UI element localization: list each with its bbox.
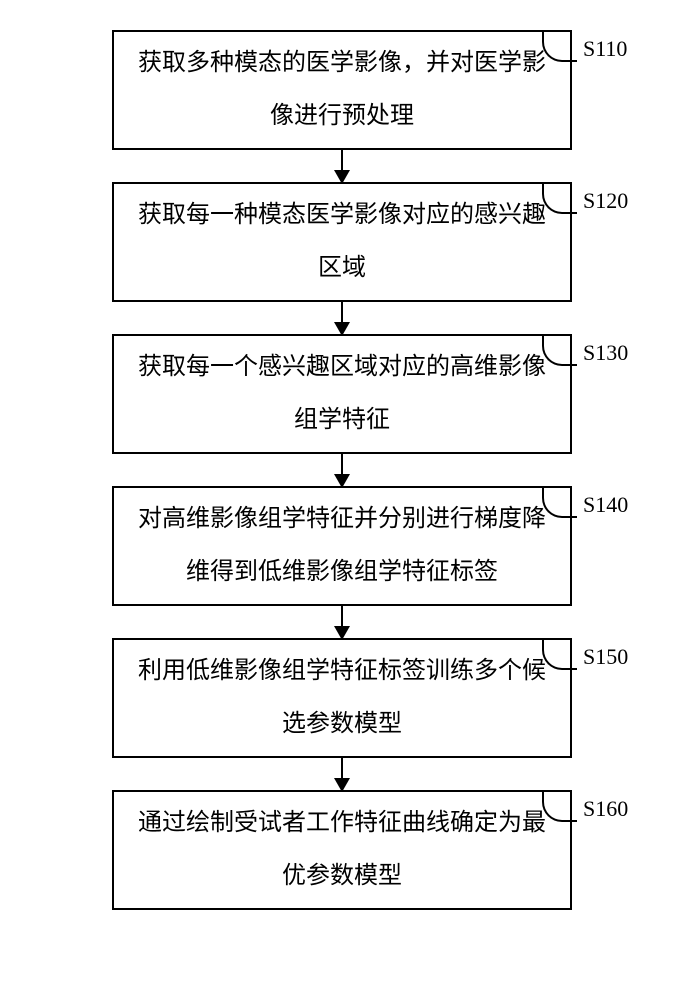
step-box-s150: 利用低维影像组学特征标签训练多个候选参数模型 <box>112 638 572 758</box>
step-label-s120: S120 <box>583 188 628 214</box>
step-text-s110: 获取多种模态的医学影像，并对医学影像进行预处理 <box>134 37 550 143</box>
step-box-s120: 获取每一种模态医学影像对应的感兴趣区域 <box>112 182 572 302</box>
step-box-s140: 对高维影像组学特征并分别进行梯度降维得到低维影像组学特征标签 <box>112 486 572 606</box>
step-row-2: 获取每一种模态医学影像对应的感兴趣区域 S120 <box>0 182 684 302</box>
step-box-s130: 获取每一个感兴趣区域对应的高维影像组学特征 <box>112 334 572 454</box>
step-label-s160: S160 <box>583 796 628 822</box>
label-connector-icon <box>542 792 577 822</box>
label-wrap-s110: S110 <box>542 40 627 62</box>
step-text-s120: 获取每一种模态医学影像对应的感兴趣区域 <box>134 189 550 295</box>
step-text-s160: 通过绘制受试者工作特征曲线确定为最优参数模型 <box>134 797 550 903</box>
arrow-down-icon <box>341 302 343 334</box>
step-row-3: 获取每一个感兴趣区域对应的高维影像组学特征 S130 <box>0 334 684 454</box>
arrow-down-icon <box>341 454 343 486</box>
flowchart-container: 获取多种模态的医学影像，并对医学影像进行预处理 S110 获取每一种模态医学影像… <box>0 30 684 910</box>
label-wrap-s120: S120 <box>542 192 628 214</box>
step-box-s160: 通过绘制受试者工作特征曲线确定为最优参数模型 <box>112 790 572 910</box>
step-row-4: 对高维影像组学特征并分别进行梯度降维得到低维影像组学特征标签 S140 <box>0 486 684 606</box>
step-label-s130: S130 <box>583 340 628 366</box>
arrow-down-icon <box>341 150 343 182</box>
step-row-5: 利用低维影像组学特征标签训练多个候选参数模型 S150 <box>0 638 684 758</box>
label-connector-icon <box>542 488 577 518</box>
step-text-s150: 利用低维影像组学特征标签训练多个候选参数模型 <box>134 645 550 751</box>
label-connector-icon <box>542 640 577 670</box>
label-wrap-s160: S160 <box>542 800 628 822</box>
step-label-s140: S140 <box>583 492 628 518</box>
step-label-s110: S110 <box>583 36 627 62</box>
step-text-s130: 获取每一个感兴趣区域对应的高维影像组学特征 <box>134 341 550 447</box>
label-connector-icon <box>542 336 577 366</box>
label-wrap-s150: S150 <box>542 648 628 670</box>
step-text-s140: 对高维影像组学特征并分别进行梯度降维得到低维影像组学特征标签 <box>134 493 550 599</box>
arrow-down-icon <box>341 758 343 790</box>
step-row-6: 通过绘制受试者工作特征曲线确定为最优参数模型 S160 <box>0 790 684 910</box>
step-row-1: 获取多种模态的医学影像，并对医学影像进行预处理 S110 <box>0 30 684 150</box>
arrow-down-icon <box>341 606 343 638</box>
label-wrap-s130: S130 <box>542 344 628 366</box>
label-wrap-s140: S140 <box>542 496 628 518</box>
label-connector-icon <box>542 32 577 62</box>
step-label-s150: S150 <box>583 644 628 670</box>
label-connector-icon <box>542 184 577 214</box>
step-box-s110: 获取多种模态的医学影像，并对医学影像进行预处理 <box>112 30 572 150</box>
